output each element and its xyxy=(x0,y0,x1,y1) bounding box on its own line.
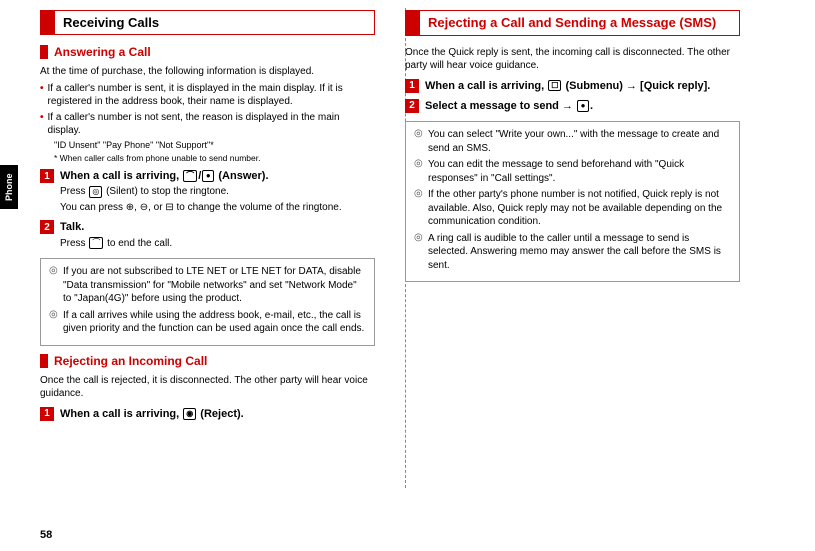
step-text-post: (Answer). xyxy=(215,170,268,182)
step-title: When a call is arriving, ⌒/● (Answer). xyxy=(60,169,375,183)
note-text: If a call arrives while using the addres… xyxy=(63,309,366,336)
note-row: ◎ If the other party's phone number is n… xyxy=(414,188,731,229)
step-2-sms: 2 Select a message to send → ●. xyxy=(405,99,740,113)
key-icon: ● xyxy=(577,100,589,112)
step-title: When a call is arriving, ☐ (Submenu) → [… xyxy=(425,79,740,93)
step-number: 1 xyxy=(40,407,54,421)
bullet-dot: • xyxy=(40,82,44,109)
step-number: 1 xyxy=(40,169,54,183)
column-right: Rejecting a Call and Sending a Message (… xyxy=(405,10,740,541)
sub-note: "ID Unsent" "Pay Phone" "Not Support"* xyxy=(54,140,375,152)
bullet-item: • If a caller's number is sent, it is di… xyxy=(40,82,375,109)
bullet-text: If a caller's number is sent, it is disp… xyxy=(48,82,375,109)
note-row: ◎ You can select "Write your own..." wit… xyxy=(414,128,731,155)
step-title: When a call is arriving, ◉ (Reject). xyxy=(60,407,375,421)
step-text: Select a message to send → xyxy=(425,100,576,112)
heading-bar xyxy=(41,11,55,34)
step-title: Select a message to send → ●. xyxy=(425,99,740,113)
note-ring-icon: ◎ xyxy=(414,158,424,185)
step-sub-post: to end the call. xyxy=(104,238,172,249)
note-row: ◎ If you are not subscribed to LTE NET o… xyxy=(49,265,366,306)
step-number: 1 xyxy=(405,79,419,93)
key-icon: ⌒ xyxy=(183,170,197,182)
main-heading-sms: Rejecting a Call and Sending a Message (… xyxy=(405,10,740,36)
key-icon: ☐ xyxy=(548,80,561,92)
note-ring-icon: ◎ xyxy=(414,128,424,155)
intro-text: Once the call is rejected, it is disconn… xyxy=(40,374,375,401)
note-ring-icon: ◎ xyxy=(414,188,424,229)
key-icon: ◉ xyxy=(183,408,196,420)
step-text-mid: (Submenu) → [Quick reply]. xyxy=(562,80,710,92)
sub-heading-answering: Answering a Call xyxy=(40,45,375,59)
note-text: You can select "Write your own..." with … xyxy=(428,128,731,155)
note-ring-icon: ◎ xyxy=(49,309,59,336)
note-box: ◎ You can select "Write your own..." wit… xyxy=(405,121,740,282)
sub-heading-mark xyxy=(40,354,48,368)
step-sub: Press ◎ (Silent) to stop the ringtone. xyxy=(60,185,375,199)
note-ring-icon: ◎ xyxy=(49,265,59,306)
step-sub: Press ⌒ to end the call. xyxy=(60,237,375,251)
star-note: * When caller calls from phone unable to… xyxy=(54,153,375,163)
step-1: 1 When a call is arriving, ⌒/● (Answer). xyxy=(40,169,375,183)
note-row: ◎ If a call arrives while using the addr… xyxy=(49,309,366,336)
bullet-item: • If a caller's number is not sent, the … xyxy=(40,111,375,138)
note-row: ◎ A ring call is audible to the caller u… xyxy=(414,232,731,273)
column-left: Receiving Calls Answering a Call At the … xyxy=(40,10,375,541)
step-sub-post: (Silent) to stop the ringtone. xyxy=(103,186,229,197)
key-icon: ⌒ xyxy=(89,237,103,249)
sub-heading-rejecting: Rejecting an Incoming Call xyxy=(40,354,375,368)
intro-text: At the time of purchase, the following i… xyxy=(40,65,375,79)
step-text-post: . xyxy=(590,100,593,112)
intro-text: Once the Quick reply is sent, the incomi… xyxy=(405,46,740,73)
bullet-text: If a caller's number is not sent, the re… xyxy=(48,111,375,138)
step-text-post: (Reject). xyxy=(197,408,243,420)
bullet-dot: • xyxy=(40,111,44,138)
main-heading-text: Receiving Calls xyxy=(55,11,167,34)
note-text: If the other party's phone number is not… xyxy=(428,188,731,229)
step-sub-pre: Press xyxy=(60,238,88,249)
note-ring-icon: ◎ xyxy=(414,232,424,273)
note-text: A ring call is audible to the caller unt… xyxy=(428,232,731,273)
key-icon: ● xyxy=(202,170,214,182)
step-text-pre: When a call is arriving, xyxy=(60,408,182,420)
heading-bar xyxy=(406,11,420,35)
note-row: ◎ You can edit the message to send befor… xyxy=(414,158,731,185)
page-content: Receiving Calls Answering a Call At the … xyxy=(0,0,815,551)
main-heading-text: Rejecting a Call and Sending a Message (… xyxy=(420,11,724,35)
note-text: If you are not subscribed to LTE NET or … xyxy=(63,265,366,306)
step-sub: You can press ⊕, ⊖, or ⊟ to change the v… xyxy=(60,201,375,215)
step-1-reject: 1 When a call is arriving, ◉ (Reject). xyxy=(40,407,375,421)
step-1-sms: 1 When a call is arriving, ☐ (Submenu) →… xyxy=(405,79,740,93)
note-box: ◎ If you are not subscribed to LTE NET o… xyxy=(40,258,375,346)
sub-heading-text: Rejecting an Incoming Call xyxy=(54,354,207,368)
step-number: 2 xyxy=(405,99,419,113)
step-2: 2 Talk. xyxy=(40,220,375,234)
step-number: 2 xyxy=(40,220,54,234)
step-text-pre: When a call is arriving, xyxy=(60,170,182,182)
step-text-pre: When a call is arriving, xyxy=(425,80,547,92)
sub-heading-text: Answering a Call xyxy=(54,45,151,59)
sub-heading-mark xyxy=(40,45,48,59)
note-text: You can edit the message to send beforeh… xyxy=(428,158,731,185)
main-heading: Receiving Calls xyxy=(40,10,375,35)
step-title: Talk. xyxy=(60,220,375,234)
step-sub-pre: Press xyxy=(60,186,88,197)
key-icon: ◎ xyxy=(89,186,102,198)
